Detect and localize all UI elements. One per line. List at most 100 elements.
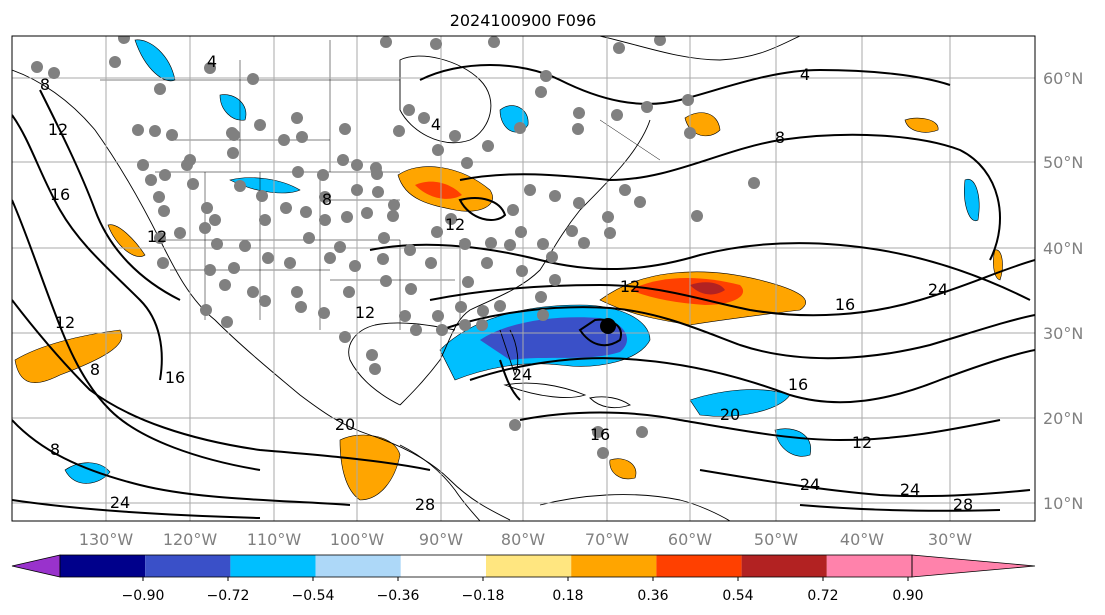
orange-field-south (609, 458, 637, 480)
station-point (477, 305, 489, 317)
station-point (157, 257, 169, 269)
lon-tick-label: 130°W (79, 530, 134, 549)
station-point (405, 283, 417, 295)
red-field-greatlakes (415, 181, 462, 199)
colorbar-frame (59, 554, 913, 578)
lon-tick-label: 70°W (585, 530, 629, 549)
station-point (204, 264, 216, 276)
station-point (369, 363, 381, 375)
lon-tick-label: 50°W (754, 530, 798, 549)
station-point (378, 232, 390, 244)
orange-field-west (107, 224, 146, 257)
station-point (459, 238, 471, 250)
station-point (566, 225, 578, 237)
colorbar-segment (400, 555, 486, 577)
gulf-coast (348, 322, 456, 406)
greenland-coast (599, 36, 801, 61)
station-point (748, 177, 760, 189)
station-point (573, 197, 585, 209)
station-point (292, 166, 304, 178)
low-center-marker (600, 318, 616, 334)
station-point (592, 426, 604, 438)
station-point (387, 210, 399, 222)
contour-lines (12, 64, 1035, 519)
station-point (227, 147, 239, 159)
orange-field-northeast (904, 117, 939, 133)
station-point (380, 275, 392, 287)
station-point (388, 199, 400, 211)
station-point (549, 190, 561, 202)
station-point (234, 180, 246, 192)
station-point (349, 260, 361, 272)
contour-label: 4 (431, 115, 441, 134)
station-point (481, 257, 493, 269)
station-point (154, 83, 166, 95)
contour-label: 20 (720, 405, 740, 424)
station-point (339, 123, 351, 135)
station-point (174, 227, 186, 239)
station-point (641, 101, 653, 113)
station-point (372, 186, 384, 198)
station-point (351, 184, 363, 196)
colorbar-tick-label: −0.18 (462, 588, 505, 604)
contour-label: 28 (415, 495, 435, 514)
contour-label: 12 (355, 303, 375, 322)
south-america-north (539, 494, 731, 521)
station-point (611, 109, 623, 121)
station-point (247, 73, 259, 85)
colorbar-segment (315, 555, 401, 577)
station-point (211, 238, 223, 250)
station-point (540, 70, 552, 82)
contour-label: 12 (48, 120, 68, 139)
station-point (256, 190, 268, 202)
map-plot-area: 4 4 4 8 8 8 8 12 12 12 12 12 12 16 16 16 16 16 20 20 24 24 24 2… (12, 36, 1035, 521)
station-point (181, 159, 193, 171)
contour-label: 4 (800, 65, 810, 84)
station-point (524, 184, 536, 196)
lon-tick-label: 80°W (501, 530, 545, 549)
blue-field-plains (229, 177, 301, 194)
station-point (166, 129, 178, 141)
colorbar-min-extension (11, 554, 61, 578)
station-point (221, 316, 233, 328)
station-point (404, 244, 416, 256)
station-point (200, 304, 212, 316)
contour-label: 24 (800, 475, 820, 494)
longitude-labels: 130°W 120°W 110°W 100°W 90°W 80°W 70°W 60°W 50°W… (79, 530, 972, 549)
blue-field-east (964, 178, 980, 222)
station-point (351, 159, 363, 171)
station-point (380, 36, 392, 48)
station-point (494, 300, 506, 312)
contour-label: 8 (322, 190, 332, 209)
station-point (149, 125, 161, 137)
colorbar-segment (656, 555, 742, 577)
contour-label: 12 (147, 227, 167, 246)
station-point (410, 324, 422, 336)
station-point (339, 331, 351, 343)
station-point (485, 237, 497, 249)
station-point (504, 239, 516, 251)
station-point (431, 226, 443, 238)
contour-label: 4 (207, 52, 217, 71)
station-point (228, 129, 240, 141)
lon-tick-label: 100°W (330, 530, 385, 549)
lat-tick-label: 10°N (1043, 494, 1083, 513)
station-point (572, 123, 584, 135)
map-title: 2024100900 F096 (450, 11, 597, 30)
station-point (262, 252, 274, 264)
blue-field-canada (219, 94, 247, 121)
station-point (604, 227, 616, 239)
station-point (507, 204, 519, 216)
station-point (482, 140, 494, 152)
station-point (201, 202, 213, 214)
station-point (280, 202, 292, 214)
colorbar-segment (230, 555, 316, 577)
station-point (602, 211, 614, 223)
station-point (319, 191, 331, 203)
station-point (209, 214, 221, 226)
station-point (535, 86, 547, 98)
station-point (613, 42, 625, 54)
latitude-labels: 60°N 50°N 40°N 30°N 20°N 10°N (1043, 69, 1083, 513)
station-point (436, 324, 448, 336)
